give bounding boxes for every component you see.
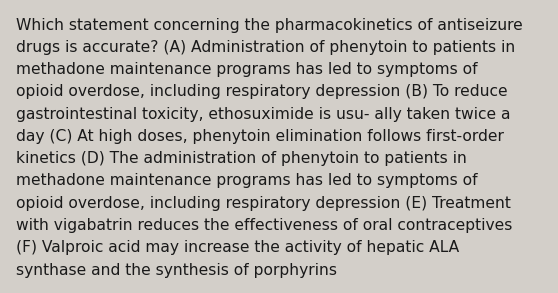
Text: (F) Valproic acid may increase the activity of hepatic ALA: (F) Valproic acid may increase the activ… bbox=[16, 240, 459, 255]
Text: with vigabatrin reduces the effectiveness of oral contraceptives: with vigabatrin reduces the effectivenes… bbox=[16, 218, 512, 233]
Text: methadone maintenance programs has led to symptoms of: methadone maintenance programs has led t… bbox=[16, 173, 477, 188]
Text: methadone maintenance programs has led to symptoms of: methadone maintenance programs has led t… bbox=[16, 62, 477, 77]
Text: gastrointestinal toxicity, ethosuximide is usu- ally taken twice a: gastrointestinal toxicity, ethosuximide … bbox=[16, 107, 510, 122]
Text: day (C) At high doses, phenytoin elimination follows first-order: day (C) At high doses, phenytoin elimina… bbox=[16, 129, 503, 144]
Text: opioid overdose, including respiratory depression (E) Treatment: opioid overdose, including respiratory d… bbox=[16, 196, 511, 211]
Text: drugs is accurate? (A) Administration of phenytoin to patients in: drugs is accurate? (A) Administration of… bbox=[16, 40, 515, 55]
Text: kinetics (D) The administration of phenytoin to patients in: kinetics (D) The administration of pheny… bbox=[16, 151, 466, 166]
Text: opioid overdose, including respiratory depression (B) To reduce: opioid overdose, including respiratory d… bbox=[16, 84, 507, 99]
Text: Which statement concerning the pharmacokinetics of antiseizure: Which statement concerning the pharmacok… bbox=[16, 18, 522, 33]
Text: synthase and the synthesis of porphyrins: synthase and the synthesis of porphyrins bbox=[16, 263, 336, 277]
